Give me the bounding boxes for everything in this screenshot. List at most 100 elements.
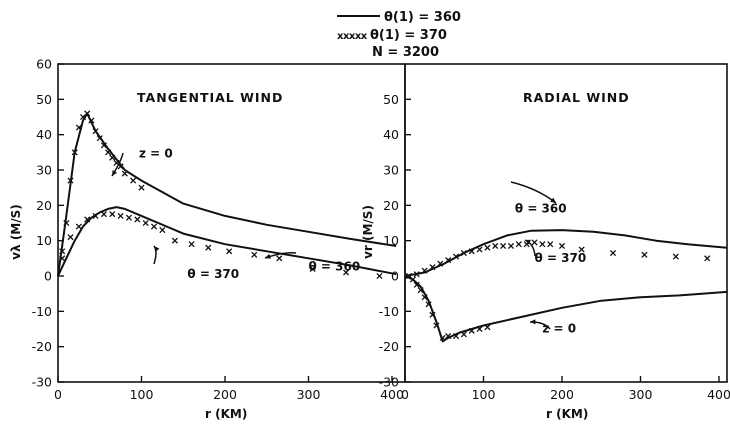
legend-note: N = 3200 — [372, 45, 439, 60]
radial-wind-ytick-label: 0 — [391, 269, 399, 284]
tangential-wind-series-2-x-marker — [105, 149, 112, 156]
radial-wind-ytick-label: 50 — [383, 92, 399, 107]
tangential-wind-ytick-label: 10 — [36, 233, 52, 248]
tangential-wind-series-3-x-marker — [309, 265, 316, 272]
radial-wind-ytick-label: 30 — [383, 163, 399, 178]
radial-wind-y-axis-label: vr (M/S) — [361, 205, 375, 259]
tangential-wind-series-3-x-marker — [276, 255, 283, 262]
radial-wind-series-3-x-marker — [672, 253, 679, 260]
radial-wind-xtick-label: 400 — [707, 387, 730, 402]
tangential-wind-panel: TANGENTIAL WIND vλ (M/S) r (KM) -30 -20 -1… — [9, 57, 406, 421]
tangential-wind-ytick-label: 50 — [36, 92, 52, 107]
radial-wind-ytick-label: 40 — [383, 127, 399, 142]
radial-wind-series-2-x-marker — [433, 322, 440, 329]
radial-wind-series-2-x-marker — [429, 311, 436, 318]
radial-wind-series-3-x-marker — [437, 260, 444, 267]
tangential-wind-series-2-x-marker — [92, 128, 99, 135]
tangential-wind-series-3-x-marker — [376, 272, 383, 280]
annotation-arrowhead — [530, 319, 536, 325]
legend-label-theta-360: θ(1) = 360 — [384, 10, 461, 25]
tangential-wind-ytick-label: -20 — [32, 339, 52, 354]
tangential-wind-series-3-x-marker — [67, 234, 74, 241]
radial-wind-series-3-x-marker — [405, 272, 412, 280]
radial-wind-series-1-line — [404, 275, 727, 343]
radial-wind-xtick-label: 100 — [472, 387, 496, 402]
radial-wind-series-3-x-marker — [558, 242, 566, 250]
tangential-wind-annotation-1: θ = 360 — [309, 260, 361, 274]
tangential-wind-annotation-2: θ = 370 — [187, 267, 239, 281]
radial-wind-series-3-x-marker — [609, 249, 617, 257]
radial-wind-series-3-x-marker — [484, 244, 491, 251]
tangential-wind-series-3-x-marker — [92, 212, 99, 219]
radial-wind-series-3-x-marker — [531, 239, 538, 246]
radial-wind-series-3-x-marker — [547, 241, 554, 248]
radial-wind-ytick-label: -20 — [379, 339, 399, 354]
tangential-wind-series-3-x-marker — [117, 212, 124, 219]
tangential-wind-series-2-x-marker — [121, 170, 128, 177]
tangential-wind-series-2-x-marker — [130, 177, 137, 184]
radial-wind-series-3-x-marker — [460, 249, 467, 257]
tangential-wind-series-3-x-marker — [109, 211, 116, 218]
radial-wind-xtick-label: 200 — [550, 387, 574, 402]
tangential-wind-ytick-label: -10 — [32, 304, 52, 319]
radial-wind-panel: RADIAL WIND vr (M/S) r (KM) -30 -20 -10 0 10… — [361, 63, 730, 421]
radial-wind-annotation-0: θ = 360 — [515, 201, 567, 215]
radial-wind-series-3-x-marker — [429, 264, 436, 271]
legend-x-markers-sample: xxxxx — [337, 31, 368, 42]
radial-wind-series-2-x-marker — [421, 294, 428, 301]
radial-wind-series-3-x-marker — [468, 248, 475, 255]
tangential-wind-y-axis-label: vλ (M/S) — [9, 204, 23, 260]
tangential-wind-series-2-x-marker — [96, 135, 103, 142]
tangential-wind-frame — [57, 63, 406, 383]
radial-wind-ytick-label: 20 — [383, 198, 399, 213]
tangential-wind-ytick-label: 60 — [36, 57, 52, 72]
tangential-wind-series-3-x-marker — [100, 211, 107, 218]
tangential-wind-series-3-x-marker — [171, 237, 178, 244]
tangential-wind-ytick-label: -30 — [32, 375, 52, 390]
radial-wind-series-3-x-marker — [704, 255, 711, 262]
tangential-wind-series-0-line — [57, 112, 397, 277]
radial-wind-x-axis-label: r (KM) — [546, 407, 588, 421]
radial-wind-series-3-x-marker — [421, 267, 428, 274]
radial-wind-series-0-line — [404, 229, 727, 277]
tangential-wind-series-3-x-marker — [343, 269, 350, 276]
annotation-arrowhead — [550, 197, 556, 203]
tangential-wind-series-3-x-marker — [84, 216, 91, 223]
tangential-wind-series-2-x-marker — [88, 117, 95, 124]
tangential-wind-ytick-label: 0 — [44, 269, 52, 284]
radial-wind-ytick-label: 10 — [383, 233, 399, 248]
tangential-wind-series-2-x-marker — [109, 154, 116, 161]
radial-wind-annotation-1: θ = 370 — [535, 251, 587, 265]
tangential-wind-series-3-x-marker — [159, 227, 166, 234]
radial-wind-series-2-x-marker — [460, 331, 467, 338]
tangential-wind-series-2-x-marker — [63, 219, 70, 227]
legend: θ(1) = 360 xxxxx θ(1) = 370 N = 3200 — [337, 10, 461, 60]
radial-wind-series-2-x-marker — [413, 281, 420, 288]
radial-wind-series-3-x-marker — [515, 241, 522, 248]
radial-wind-xtick-label: 0 — [401, 387, 409, 402]
annotation-arrowhead — [154, 246, 160, 252]
radial-wind-xtick-label: 300 — [629, 387, 653, 402]
radial-wind-series-3-x-marker — [413, 271, 420, 278]
tangential-wind-xtick-label: 400 — [380, 387, 404, 402]
radial-wind-series-3-x-marker — [641, 251, 648, 258]
radial-wind-series-3-x-marker — [445, 257, 452, 264]
tangential-wind-series-3-x-marker — [59, 248, 66, 255]
radial-wind-annotation-2: z = 0 — [542, 322, 576, 336]
radial-wind-series-3-x-marker — [507, 242, 515, 250]
radial-wind-series-3-x-marker — [452, 253, 460, 260]
radial-wind-series-3-x-marker — [539, 241, 546, 248]
tangential-wind-series-2-x-marker — [67, 177, 74, 184]
radial-wind-series-2-x-marker — [417, 287, 424, 294]
tangential-wind-series-3-x-marker — [75, 223, 82, 230]
radial-wind-ytick-label: -10 — [379, 304, 399, 319]
tangential-wind-series-2-x-marker — [138, 184, 145, 191]
radial-wind-series-2-x-marker — [468, 327, 475, 334]
annotation-pointer-arrow — [524, 239, 536, 257]
tangential-wind-series-3-x-marker — [188, 241, 195, 248]
tangential-wind-x-axis-label: r (KM) — [205, 407, 247, 421]
tangential-wind-series-3-x-marker — [134, 216, 141, 223]
radial-wind-series-2-x-marker — [445, 333, 452, 340]
